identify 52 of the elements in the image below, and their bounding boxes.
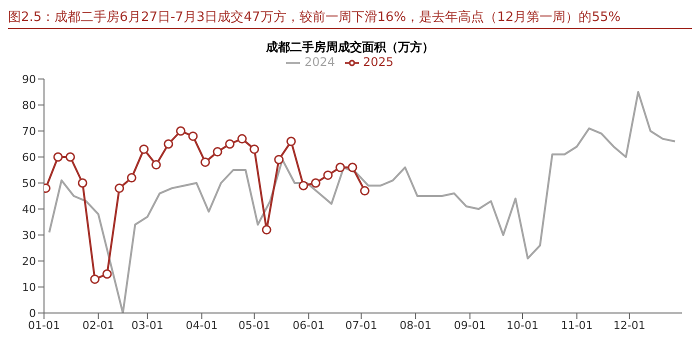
- x-tick-label: 01-01: [28, 318, 60, 332]
- point: [114, 183, 124, 193]
- x-tick-label: 09-01: [454, 318, 486, 332]
- point: [53, 152, 63, 162]
- x-tick-label: 07-01: [345, 318, 378, 332]
- legend-label: 2025: [363, 55, 394, 69]
- point: [78, 178, 88, 188]
- point: [212, 147, 222, 157]
- point: [102, 269, 112, 279]
- point: [274, 154, 284, 164]
- point: [298, 180, 308, 190]
- point: [90, 274, 100, 284]
- y-tick-label: 70: [22, 124, 36, 138]
- x-tick-label: 05-01: [238, 318, 270, 332]
- point: [139, 144, 149, 154]
- point: [360, 186, 370, 196]
- x-tick-label: 11-01: [560, 318, 593, 332]
- point: [348, 162, 358, 172]
- y-tick-label: 0: [29, 306, 36, 320]
- point: [237, 134, 247, 144]
- point: [225, 139, 235, 149]
- y-tick-label: 30: [22, 228, 36, 242]
- y-tick-label: 20: [22, 254, 36, 268]
- point: [323, 170, 333, 180]
- legend-label: 2024: [304, 55, 335, 69]
- point: [286, 136, 296, 146]
- x-tick-label: 04-01: [186, 318, 218, 332]
- point: [176, 126, 186, 136]
- point: [126, 173, 136, 183]
- x-tick-label: 02-01: [82, 318, 114, 332]
- point: [66, 152, 76, 162]
- point: [151, 160, 161, 170]
- x-tick-label: 03-01: [131, 318, 164, 332]
- chart-subtitle: 成都二手房周成交面积（万方）: [265, 39, 435, 55]
- point: [164, 139, 174, 149]
- point: [310, 178, 320, 188]
- point: [200, 157, 210, 167]
- x-tick-label: 08-01: [400, 318, 432, 332]
- x-tick-label: 12-01: [613, 318, 646, 332]
- x-tick-label: 10-01: [506, 318, 538, 332]
- point: [250, 144, 260, 154]
- y-tick-label: 60: [22, 150, 36, 164]
- chart-title: 图2.5：成都二手房6月27日-7月3日成交47万方，较前一周下滑16%，是去年高点（12月第一周）的55%: [8, 8, 692, 29]
- y-tick-label: 80: [22, 98, 36, 112]
- y-tick-label: 90: [22, 72, 36, 86]
- x-tick-label: 06-01: [292, 318, 325, 332]
- point: [262, 225, 272, 235]
- y-tick-label: 50: [22, 176, 36, 190]
- point: [188, 131, 198, 141]
- point: [335, 162, 345, 172]
- y-tick-label: 10: [22, 280, 36, 294]
- y-tick-label: 40: [22, 202, 36, 216]
